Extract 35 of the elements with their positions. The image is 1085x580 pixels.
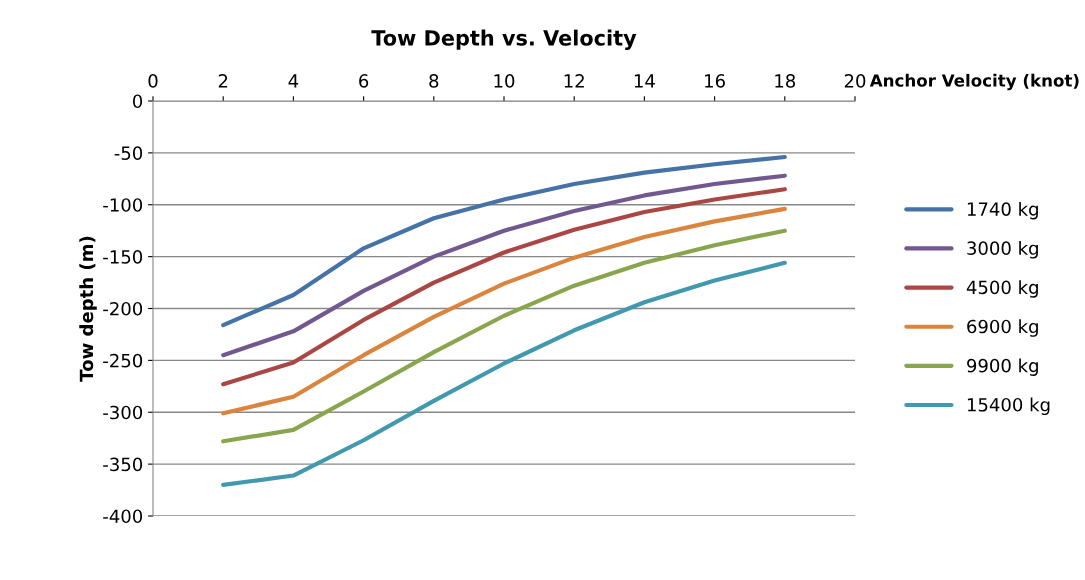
y-tick-label: -50 [114,146,143,160]
y-tick-label: -150 [103,250,143,264]
line-series [221,260,787,487]
x-tick-label: 16 [705,74,725,88]
chart-title: Tow Depth vs. Velocity [371,29,637,50]
y-tick-label: -300 [103,405,143,420]
legend-label: 3000 kg [967,241,1038,259]
x-tick-label: 12 [564,74,584,88]
y-tick-label: -200 [103,301,143,316]
legend-label: 1740 kg [967,201,1038,220]
x-tick-label: 6 [359,74,369,88]
x-tick-label: 14 [634,74,655,88]
y-axis-title: Tow depth (m) [79,236,97,382]
y-tick-label: -100 [103,198,143,212]
line-series [221,206,787,416]
line-series [221,154,787,328]
y-tick-label: -400 [103,509,143,524]
legend-label: 6900 kg [967,319,1038,337]
x-tick-label: 4 [288,74,299,88]
y-tick-label: 0 [132,94,143,109]
x-tick-label: 20 [844,74,866,88]
line-series [221,228,787,444]
x-tick-label: 2 [218,74,228,88]
x-tick-label: 8 [429,74,439,88]
legend-label: 15400 kg [967,397,1050,416]
x-tick-label: 0 [148,74,158,88]
x-axis-title: Anchor Velocity (knot) [869,73,1079,91]
line-series [221,173,787,358]
x-tick-label: 10 [494,74,515,88]
legend-label: 4500 kg [966,280,1038,298]
line-series [221,187,787,387]
x-tick-label: 18 [775,74,796,88]
y-tick-label: -250 [103,353,143,368]
y-tick-label: -350 [103,457,143,472]
legend-label: 9900 kg [967,358,1038,376]
